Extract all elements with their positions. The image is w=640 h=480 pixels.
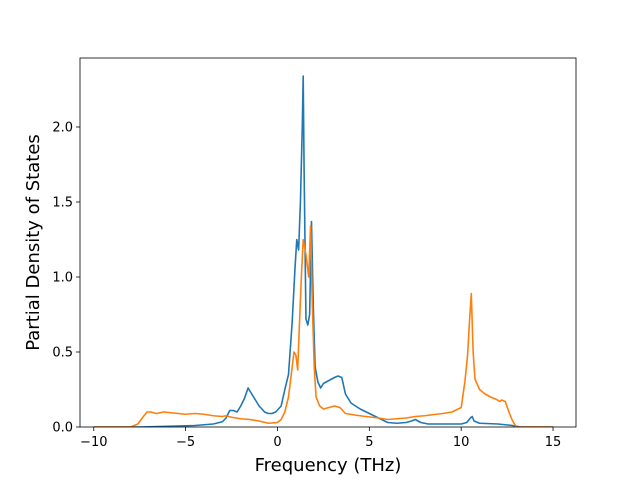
x-tick-label: 15 [545, 435, 562, 450]
x-axis-ticks: −10 −5 0 5 10 15 [80, 427, 561, 450]
y-tick-label: 2.0 [52, 121, 73, 136]
y-tick-label: 1.0 [52, 271, 73, 286]
x-tick-label: 10 [453, 435, 470, 450]
y-axis-label: Partial Density of States [23, 134, 44, 351]
y-axis-ticks: 0.0 0.5 1.0 1.5 2.0 [52, 121, 80, 436]
x-tick-label: −5 [176, 435, 195, 450]
plot-area [93, 75, 554, 427]
x-axis-label: Frequency (THz) [255, 455, 402, 476]
series-line-2 [93, 225, 554, 427]
y-tick-label: 1.5 [52, 196, 73, 211]
x-tick-label: 5 [365, 435, 373, 450]
series-line-1 [93, 75, 554, 427]
y-tick-label: 0.5 [52, 346, 73, 361]
x-tick-label: −10 [80, 435, 107, 450]
x-tick-label: 0 [273, 435, 281, 450]
axes-frame [79, 57, 577, 428]
y-tick-label: 0.0 [52, 421, 73, 436]
